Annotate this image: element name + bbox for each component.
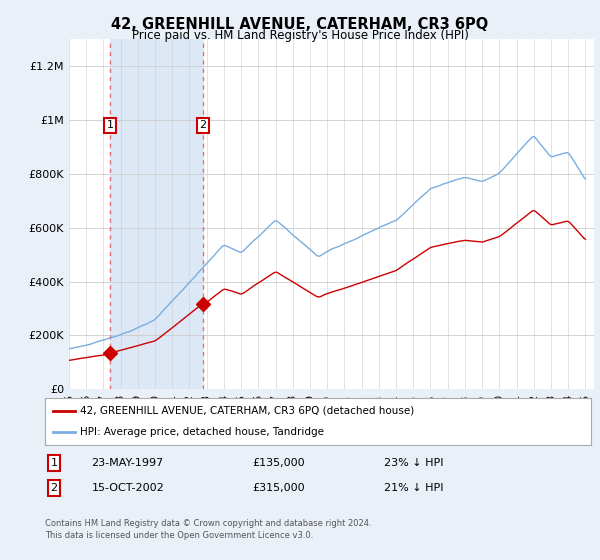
Text: 1: 1 — [50, 458, 58, 468]
Text: 21% ↓ HPI: 21% ↓ HPI — [383, 483, 443, 493]
Text: £315,000: £315,000 — [253, 483, 305, 493]
Text: This data is licensed under the Open Government Licence v3.0.: This data is licensed under the Open Gov… — [45, 531, 313, 540]
Text: 15-OCT-2002: 15-OCT-2002 — [91, 483, 164, 493]
Text: 23-MAY-1997: 23-MAY-1997 — [91, 458, 164, 468]
Text: 42, GREENHILL AVENUE, CATERHAM, CR3 6PQ (detached house): 42, GREENHILL AVENUE, CATERHAM, CR3 6PQ … — [80, 406, 415, 416]
Text: 2: 2 — [200, 120, 206, 130]
Text: 42, GREENHILL AVENUE, CATERHAM, CR3 6PQ: 42, GREENHILL AVENUE, CATERHAM, CR3 6PQ — [112, 17, 488, 32]
Text: 1: 1 — [106, 120, 113, 130]
Text: 23% ↓ HPI: 23% ↓ HPI — [383, 458, 443, 468]
Text: 2: 2 — [50, 483, 58, 493]
Text: Contains HM Land Registry data © Crown copyright and database right 2024.: Contains HM Land Registry data © Crown c… — [45, 520, 371, 529]
Text: £135,000: £135,000 — [253, 458, 305, 468]
Bar — [110, 39, 203, 389]
Text: HPI: Average price, detached house, Tandridge: HPI: Average price, detached house, Tand… — [80, 427, 325, 437]
Text: Price paid vs. HM Land Registry's House Price Index (HPI): Price paid vs. HM Land Registry's House … — [131, 29, 469, 42]
